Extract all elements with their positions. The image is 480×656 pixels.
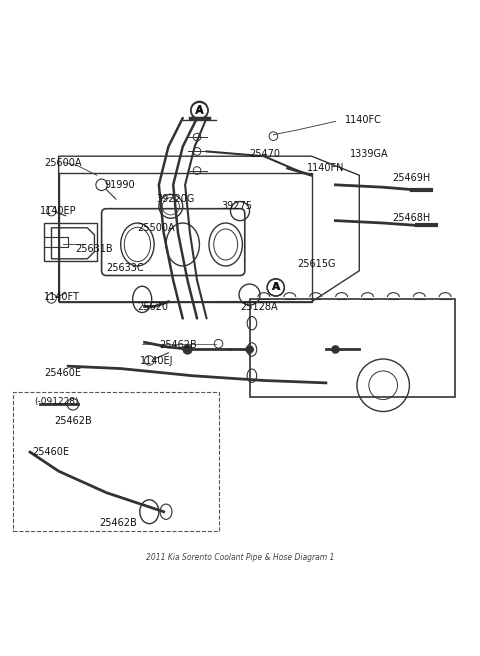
Text: 1140FN: 1140FN xyxy=(307,163,344,173)
Circle shape xyxy=(183,344,192,354)
Text: 25470: 25470 xyxy=(250,149,280,159)
Text: 91990: 91990 xyxy=(104,180,134,190)
Text: 25462B: 25462B xyxy=(54,416,92,426)
Text: 25500A: 25500A xyxy=(137,223,175,233)
Text: 1140FC: 1140FC xyxy=(345,115,382,125)
Text: 25460E: 25460E xyxy=(33,447,70,457)
Text: 39220G: 39220G xyxy=(156,194,195,204)
Text: 1140FT: 1140FT xyxy=(44,292,80,302)
Text: 25631B: 25631B xyxy=(75,244,113,255)
Text: 25128A: 25128A xyxy=(240,302,277,312)
Text: 25633C: 25633C xyxy=(107,263,144,274)
Circle shape xyxy=(245,345,254,354)
Text: 25469H: 25469H xyxy=(393,173,431,182)
Text: 25615G: 25615G xyxy=(297,258,336,268)
Text: 1339GA: 1339GA xyxy=(350,149,388,159)
Text: 25600A: 25600A xyxy=(44,158,82,169)
Text: (-091228): (-091228) xyxy=(34,398,78,407)
Circle shape xyxy=(331,345,340,354)
Text: 25468H: 25468H xyxy=(393,213,431,223)
Text: A: A xyxy=(272,283,279,293)
Text: 1140EJ: 1140EJ xyxy=(140,356,173,367)
Text: 1140EP: 1140EP xyxy=(39,206,76,216)
Text: A: A xyxy=(196,105,203,115)
Text: 25460E: 25460E xyxy=(44,368,81,379)
Text: 25462B: 25462B xyxy=(159,340,197,350)
Text: A: A xyxy=(272,283,280,293)
Text: 25462B: 25462B xyxy=(99,518,137,527)
Text: A: A xyxy=(195,106,204,116)
Text: 2011 Kia Sorento Coolant Pipe & Hose Diagram 1: 2011 Kia Sorento Coolant Pipe & Hose Dia… xyxy=(146,553,334,562)
Text: 39275: 39275 xyxy=(221,201,252,211)
Text: 25620: 25620 xyxy=(137,302,168,312)
